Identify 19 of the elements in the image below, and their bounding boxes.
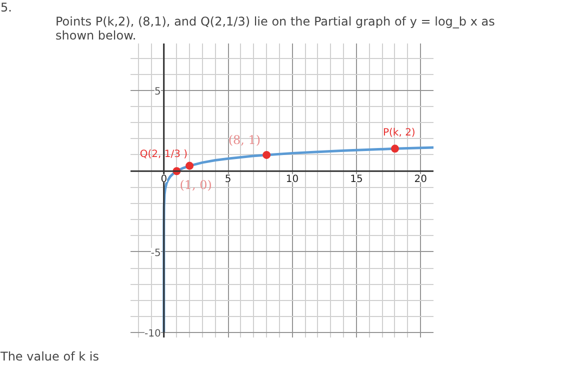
annotation: (1, 0) (180, 178, 212, 192)
x-tick-label: 20 (414, 174, 428, 186)
y-tick-label: 5 (154, 86, 161, 98)
x-tick-label: 5 (224, 174, 232, 186)
text: 5. (0, 0, 12, 14)
x-tick-label: 0 (160, 174, 168, 186)
line-series (162, 146, 434, 334)
x-tick-label: 15 (350, 174, 363, 186)
point (390, 144, 399, 153)
annotation: P(k, 2) (382, 128, 416, 139)
y-tick-label: -5 (150, 248, 161, 259)
x-tick-label: 10 (286, 174, 299, 186)
text: The value of k is (0, 350, 99, 364)
annotation: Q(2, 1/3 ) (140, 148, 188, 160)
annotation: (8, 1) (228, 132, 261, 147)
point (262, 150, 271, 159)
y-tick-label: -10 (144, 328, 161, 340)
point (186, 162, 194, 170)
chart-title: Points P(k,2), (8,1), and Q(2,1/3) lie on the Partial graph of y = log_b x as shown below. (56, 14, 495, 42)
